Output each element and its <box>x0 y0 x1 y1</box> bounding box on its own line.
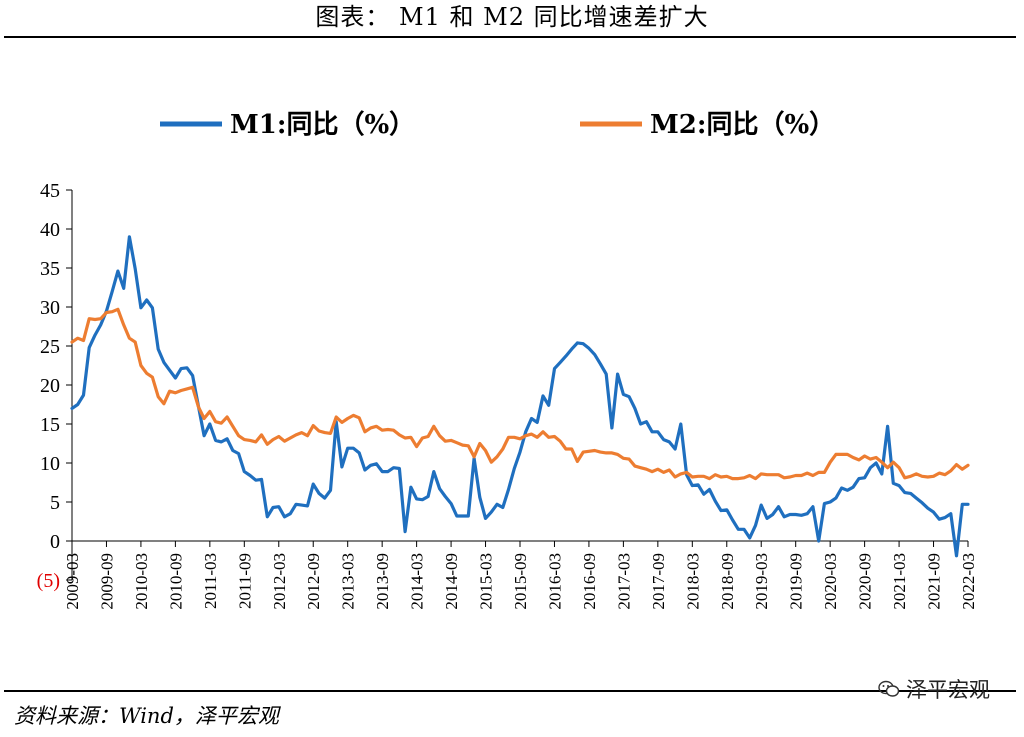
y-tick-label: 20 <box>40 375 60 397</box>
x-tick-label: 2019-09 <box>787 553 806 610</box>
series-line-1 <box>70 235 970 558</box>
y-tick-label: 35 <box>40 258 60 280</box>
x-tick-label: 2019-03 <box>752 553 771 610</box>
bottom-rule <box>4 690 1016 692</box>
top-rule <box>4 36 1016 38</box>
x-tick-label: 2017-09 <box>649 553 668 610</box>
y-tick-label: 25 <box>40 336 60 358</box>
x-tick-label: 2012-09 <box>304 553 323 610</box>
x-tick-label: 2015-09 <box>511 553 530 610</box>
y-tick-label: 15 <box>40 414 60 436</box>
y-tick-label: 40 <box>40 219 60 241</box>
x-tick-label: 2021-09 <box>925 553 944 610</box>
x-tick-label: 2013-09 <box>373 553 392 610</box>
x-tick-label: 2020-03 <box>821 553 840 610</box>
x-tick-label: 2014-03 <box>408 553 427 610</box>
figure-title: 图表： M1 和 M2 同比增速差扩大 <box>315 3 709 31</box>
legend-label-2: M2:同比（%） <box>650 110 835 140</box>
x-tick-label: 2018-09 <box>718 553 737 610</box>
y-tick-label: 0 <box>50 531 60 553</box>
y-tick-label: 5 <box>50 492 60 514</box>
x-tick-label: 2012-03 <box>270 553 289 610</box>
x-tick-label: 2018-03 <box>683 553 702 610</box>
watermark-text: 泽平宏观 <box>906 678 990 702</box>
x-tick-label: 2013-03 <box>339 553 358 610</box>
y-tick-label: (5) <box>37 570 60 592</box>
x-tick-label: 2020-09 <box>856 553 875 610</box>
x-tick-label: 2016-03 <box>545 553 564 610</box>
y-tick-label: 10 <box>40 453 60 475</box>
x-tick-label: 2015-03 <box>477 553 496 610</box>
x-tick-label: 2016-09 <box>580 553 599 610</box>
x-tick-label: 2010-09 <box>166 553 185 610</box>
x-tick-label: 2021-03 <box>890 553 909 610</box>
line-chart: 45 40 35 30 25 20 15 10 5 0 (5) 2009-03 2009-09 2010-… <box>37 110 978 610</box>
x-tick-label: 2009-03 <box>63 553 82 610</box>
series-line-2 <box>70 307 970 481</box>
legend-label-1: M1:同比（%） <box>230 110 415 140</box>
x-tick-label: 2014-09 <box>442 553 461 610</box>
x-tick-label: 2017-03 <box>614 553 633 610</box>
wechat-icon <box>878 680 900 697</box>
x-tick-label: 2009-09 <box>97 553 116 610</box>
y-tick-label: 45 <box>40 180 60 202</box>
y-tick-label: 30 <box>40 297 60 319</box>
x-tick-label: 2011-09 <box>235 553 254 609</box>
watermark: 泽平宏观 <box>878 674 990 704</box>
x-tick-label: 2022-03 <box>959 553 978 610</box>
x-tick-label: 2010-03 <box>132 553 151 610</box>
x-tick-label: 2011-03 <box>201 553 220 609</box>
source-note: 资料来源：Wind，泽平宏观 <box>14 704 279 728</box>
